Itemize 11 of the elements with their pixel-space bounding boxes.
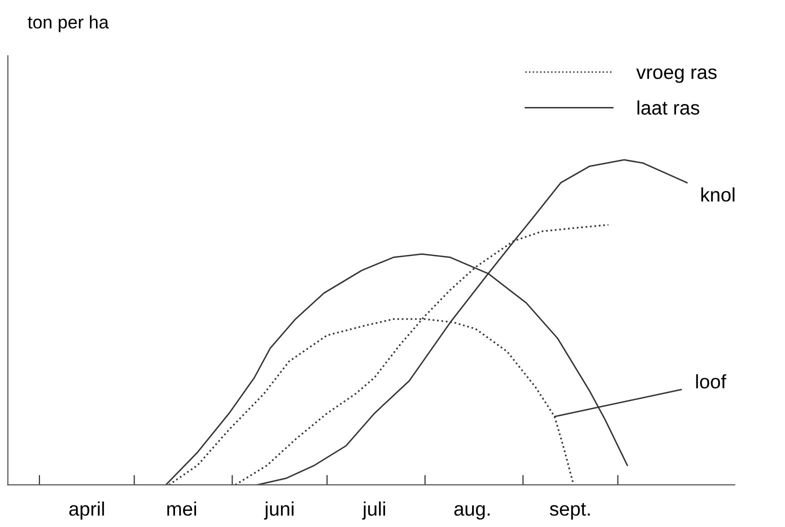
text: ton per ha (28, 15, 109, 32)
annotation: knol (701, 187, 734, 202)
x-tick-label: april (69, 502, 104, 520)
x-tick-label: aug. (454, 505, 490, 520)
x-tick-label: juli (362, 502, 386, 520)
legend-label: vroeg ras (636, 68, 717, 83)
legend-label: laat ras (638, 100, 700, 115)
x-tick-label: juni (264, 502, 294, 520)
annotation: loof (696, 374, 726, 388)
x-tick-label: mei (167, 502, 196, 516)
x-tick-label: sept. (550, 503, 590, 520)
